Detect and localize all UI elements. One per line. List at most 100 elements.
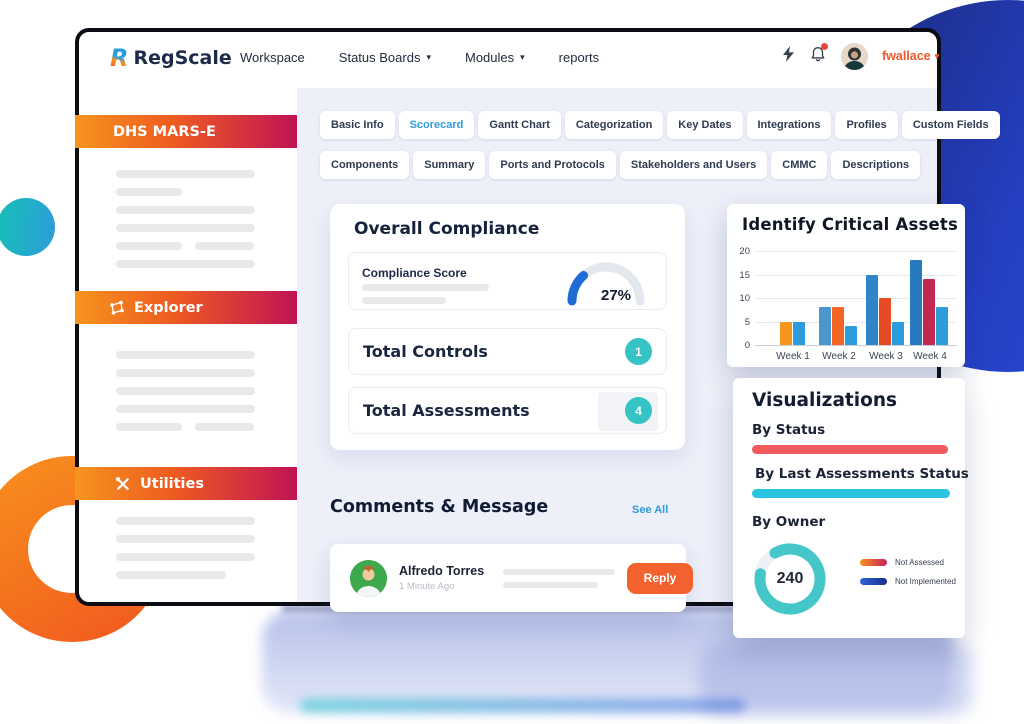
tab-ports-and-protocols[interactable]: Ports and Protocols <box>489 151 616 179</box>
bar <box>910 260 922 345</box>
skeleton-line <box>116 369 255 377</box>
tab-gantt-chart[interactable]: Gantt Chart <box>478 111 561 139</box>
nav-right-cluster: fwallace ▾ <box>782 40 939 72</box>
tab-bar-row-1: Basic Info Scorecard Gantt Chart Categoriza… <box>320 111 1000 139</box>
visualizations-title: Visualizations <box>752 390 898 411</box>
tab-profiles[interactable]: Profiles <box>835 111 898 139</box>
sidebar-item-explorer[interactable]: Explorer <box>75 291 297 324</box>
lightning-icon[interactable] <box>782 45 795 67</box>
username-label: fwallace <box>882 49 931 63</box>
commenter-avatar <box>350 559 387 597</box>
tab-categorization[interactable]: Categorization <box>564 111 664 139</box>
tab-integrations[interactable]: Integrations <box>746 111 832 139</box>
by-last-assessments-label[interactable]: By Last Assessments Status <box>755 466 969 482</box>
bar <box>892 321 904 345</box>
tools-icon <box>115 476 131 492</box>
reply-button[interactable]: Reply <box>627 562 693 594</box>
see-all-link[interactable]: See All <box>632 504 669 516</box>
total-controls-label: Total Controls <box>363 342 488 361</box>
skeleton-line <box>116 517 255 525</box>
bar <box>793 321 805 345</box>
by-last-assessments-bar <box>752 489 950 498</box>
x-axis-tick: Week 1 <box>776 351 810 362</box>
skeleton-line <box>362 284 489 291</box>
commenter-name: Alfredo Torres <box>399 564 485 578</box>
nav-item-modules[interactable]: Modules ▾ <box>465 50 525 65</box>
comment-meta: Alfredo Torres 1 Minute Ago <box>399 564 491 592</box>
skeleton-line <box>116 535 255 543</box>
y-axis-tick: 10 <box>739 293 750 304</box>
skeleton-line <box>116 170 255 178</box>
decor-reflection-streak <box>300 699 745 712</box>
skeleton-line <box>116 224 255 232</box>
user-caret-icon: ▾ <box>934 50 940 61</box>
compliance-gauge: 27% <box>567 262 645 306</box>
gridline <box>755 345 957 346</box>
skeleton-line <box>116 351 255 359</box>
by-status-bar <box>752 445 948 454</box>
donut-center-value: 240 <box>776 570 804 587</box>
tab-key-dates[interactable]: Key Dates <box>667 111 743 139</box>
total-controls-badge: 1 <box>625 338 652 365</box>
bar <box>819 307 831 345</box>
y-axis-tick: 0 <box>744 340 750 351</box>
tab-scorecard[interactable]: Scorecard <box>398 111 475 139</box>
gridline <box>755 321 957 323</box>
nav-item-status-boards[interactable]: Status Boards ▾ <box>339 50 431 65</box>
comment-timestamp: 1 Minute Ago <box>399 581 455 592</box>
decor-reflection-right <box>700 643 972 715</box>
app-logo[interactable]: R RegScale <box>110 44 232 72</box>
skeleton-line <box>116 206 255 214</box>
nav-item-reports[interactable]: reports <box>559 50 599 65</box>
by-status-label[interactable]: By Status <box>752 422 826 438</box>
chevron-down-icon: ▾ <box>520 51 525 62</box>
compliance-score-card: Compliance Score 27% <box>348 252 667 310</box>
skeleton-line <box>116 571 226 579</box>
skeleton-line <box>116 242 182 250</box>
total-assessments-badge: 4 <box>625 397 652 424</box>
skeleton-line <box>195 242 254 250</box>
skeleton-line <box>362 297 446 304</box>
bar <box>780 321 792 345</box>
skeleton-line <box>116 387 255 395</box>
bar-group-week-4 <box>910 260 948 345</box>
tab-custom-fields[interactable]: Custom Fields <box>901 111 1000 139</box>
total-assessments-label: Total Assessments <box>363 401 530 420</box>
tab-components[interactable]: Components <box>320 151 410 179</box>
bar <box>923 279 935 345</box>
by-owner-donut-chart: 240 <box>752 541 828 617</box>
tab-bar-row-2: Components Summary Ports and Protocols Stak… <box>320 151 921 179</box>
tab-cmmc[interactable]: CMMC <box>771 151 828 179</box>
skeleton-line <box>116 188 182 196</box>
bar <box>936 307 948 345</box>
bar-group-week-3 <box>866 274 904 345</box>
x-axis-tick: Week 2 <box>822 351 856 362</box>
skeleton-line <box>116 260 255 268</box>
sidebar-item-utilities[interactable]: Utilities <box>75 467 297 500</box>
total-assessments-row: Total Assessments 4 <box>348 387 667 434</box>
notifications-bell-icon[interactable] <box>809 42 828 68</box>
logo-text: RegScale <box>133 47 232 69</box>
critical-assets-chart <box>755 251 957 346</box>
tab-basic-info[interactable]: Basic Info <box>320 111 395 139</box>
y-axis-tick: 15 <box>739 269 750 281</box>
compliance-score-label: Compliance Score <box>362 266 467 280</box>
gridline <box>755 251 957 252</box>
user-menu[interactable]: fwallace ▾ <box>882 49 939 63</box>
nav-item-label: Workspace <box>240 49 305 65</box>
tab-stakeholders-and-users[interactable]: Stakeholders and Users <box>619 151 768 179</box>
nav-item-workspace[interactable]: Workspace <box>240 50 305 65</box>
skeleton-line <box>116 405 255 413</box>
svg-text:27%: 27% <box>601 287 631 304</box>
tab-summary[interactable]: Summary <box>413 151 486 179</box>
sidebar-item-dhs-mars-e[interactable]: DHS MARS-E <box>75 115 297 148</box>
donut-legend: Not Assessed Not Implemented <box>860 558 956 586</box>
bar-group-week-2 <box>819 307 857 345</box>
by-owner-label[interactable]: By Owner <box>752 514 826 530</box>
tab-descriptions[interactable]: Descriptions <box>831 151 921 179</box>
user-avatar[interactable] <box>841 42 868 70</box>
legend-item: Not Assessed <box>860 558 956 567</box>
bar-group-week-1 <box>780 321 805 345</box>
bar <box>845 326 857 345</box>
